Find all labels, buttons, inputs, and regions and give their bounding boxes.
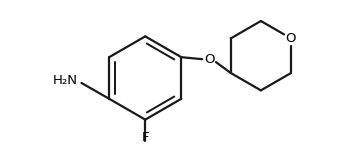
Text: O: O bbox=[204, 53, 214, 66]
Text: F: F bbox=[142, 131, 149, 144]
Text: H₂N: H₂N bbox=[53, 74, 78, 87]
Text: O: O bbox=[286, 32, 296, 45]
